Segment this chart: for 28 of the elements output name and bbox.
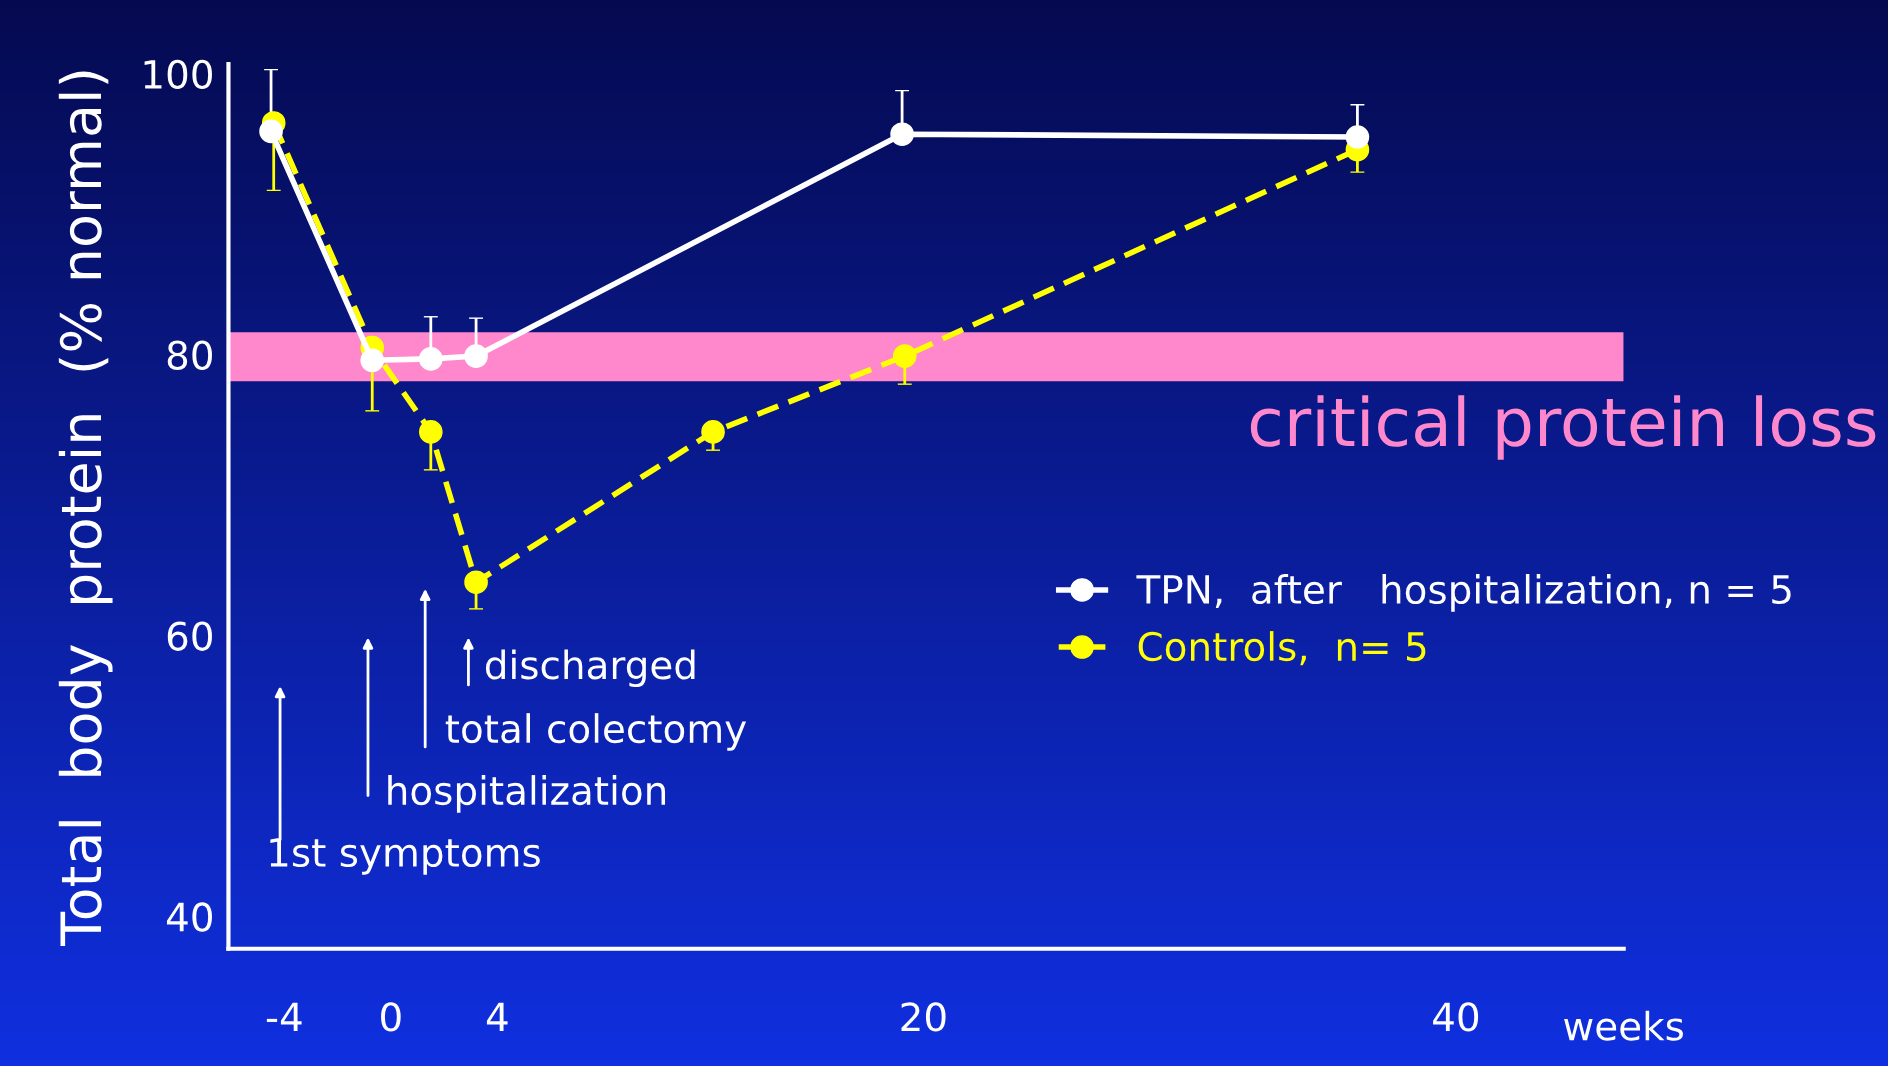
x-tick-label: 20 — [901, 1002, 946, 1032]
legend-label: Controls, n= 5 — [1138, 631, 1426, 666]
y-tick-label: 40 — [166, 902, 212, 932]
annotation: 1st symptoms — [270, 838, 540, 875]
annotation: total colectomy — [445, 713, 747, 751]
point — [890, 122, 914, 146]
y-tick-label: 60 — [167, 621, 212, 651]
point — [892, 344, 917, 368]
y-axis-title: Total body protein (% normal) — [58, 71, 113, 947]
annotation: discharged — [485, 649, 695, 688]
x-axis-title: weeks — [1564, 1010, 1683, 1041]
annotation: hospitalization — [388, 775, 666, 813]
point — [419, 347, 443, 371]
x-tick-label: -4 — [266, 1002, 302, 1032]
y-tick-label: 100 — [144, 59, 212, 90]
x-tick-label: 4 — [486, 1002, 508, 1032]
point — [360, 348, 385, 373]
legend-label: TPN, after hospitalization, n = 5 — [1136, 574, 1791, 612]
point — [701, 420, 725, 444]
point — [464, 570, 488, 594]
band-label: critical protein loss — [1250, 395, 1876, 460]
y-tick-label: 80 — [167, 340, 212, 370]
point — [259, 119, 283, 144]
x-tick-label: 0 — [381, 1002, 401, 1032]
x-tick-label: 40 — [1433, 1002, 1479, 1032]
point — [419, 420, 443, 444]
point — [464, 344, 488, 368]
point — [1345, 125, 1370, 149]
